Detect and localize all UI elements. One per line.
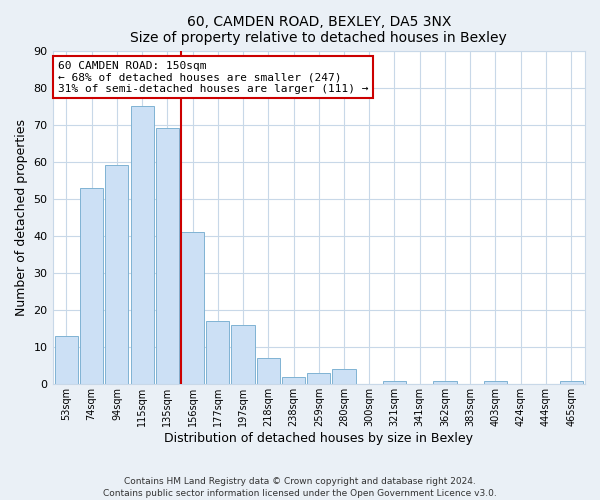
Y-axis label: Number of detached properties: Number of detached properties (15, 119, 28, 316)
Bar (282, 377, 305, 384)
Title: 60, CAMDEN ROAD, BEXLEY, DA5 3NX
Size of property relative to detached houses in: 60, CAMDEN ROAD, BEXLEY, DA5 3NX Size of… (130, 15, 507, 45)
Text: Contains HM Land Registry data © Crown copyright and database right 2024.
Contai: Contains HM Land Registry data © Crown c… (103, 476, 497, 498)
Bar (433, 380, 457, 384)
Bar (55, 336, 78, 384)
Bar (307, 373, 331, 384)
Bar (257, 358, 280, 384)
Bar (560, 380, 583, 384)
Bar (484, 380, 507, 384)
Bar (332, 370, 356, 384)
Bar (80, 188, 103, 384)
Bar (383, 380, 406, 384)
Bar (206, 321, 229, 384)
Bar (156, 128, 179, 384)
X-axis label: Distribution of detached houses by size in Bexley: Distribution of detached houses by size … (164, 432, 473, 445)
Bar (232, 325, 254, 384)
Bar (105, 166, 128, 384)
Bar (181, 232, 204, 384)
Text: 60 CAMDEN ROAD: 150sqm
← 68% of detached houses are smaller (247)
31% of semi-de: 60 CAMDEN ROAD: 150sqm ← 68% of detached… (58, 60, 368, 94)
Bar (131, 106, 154, 384)
